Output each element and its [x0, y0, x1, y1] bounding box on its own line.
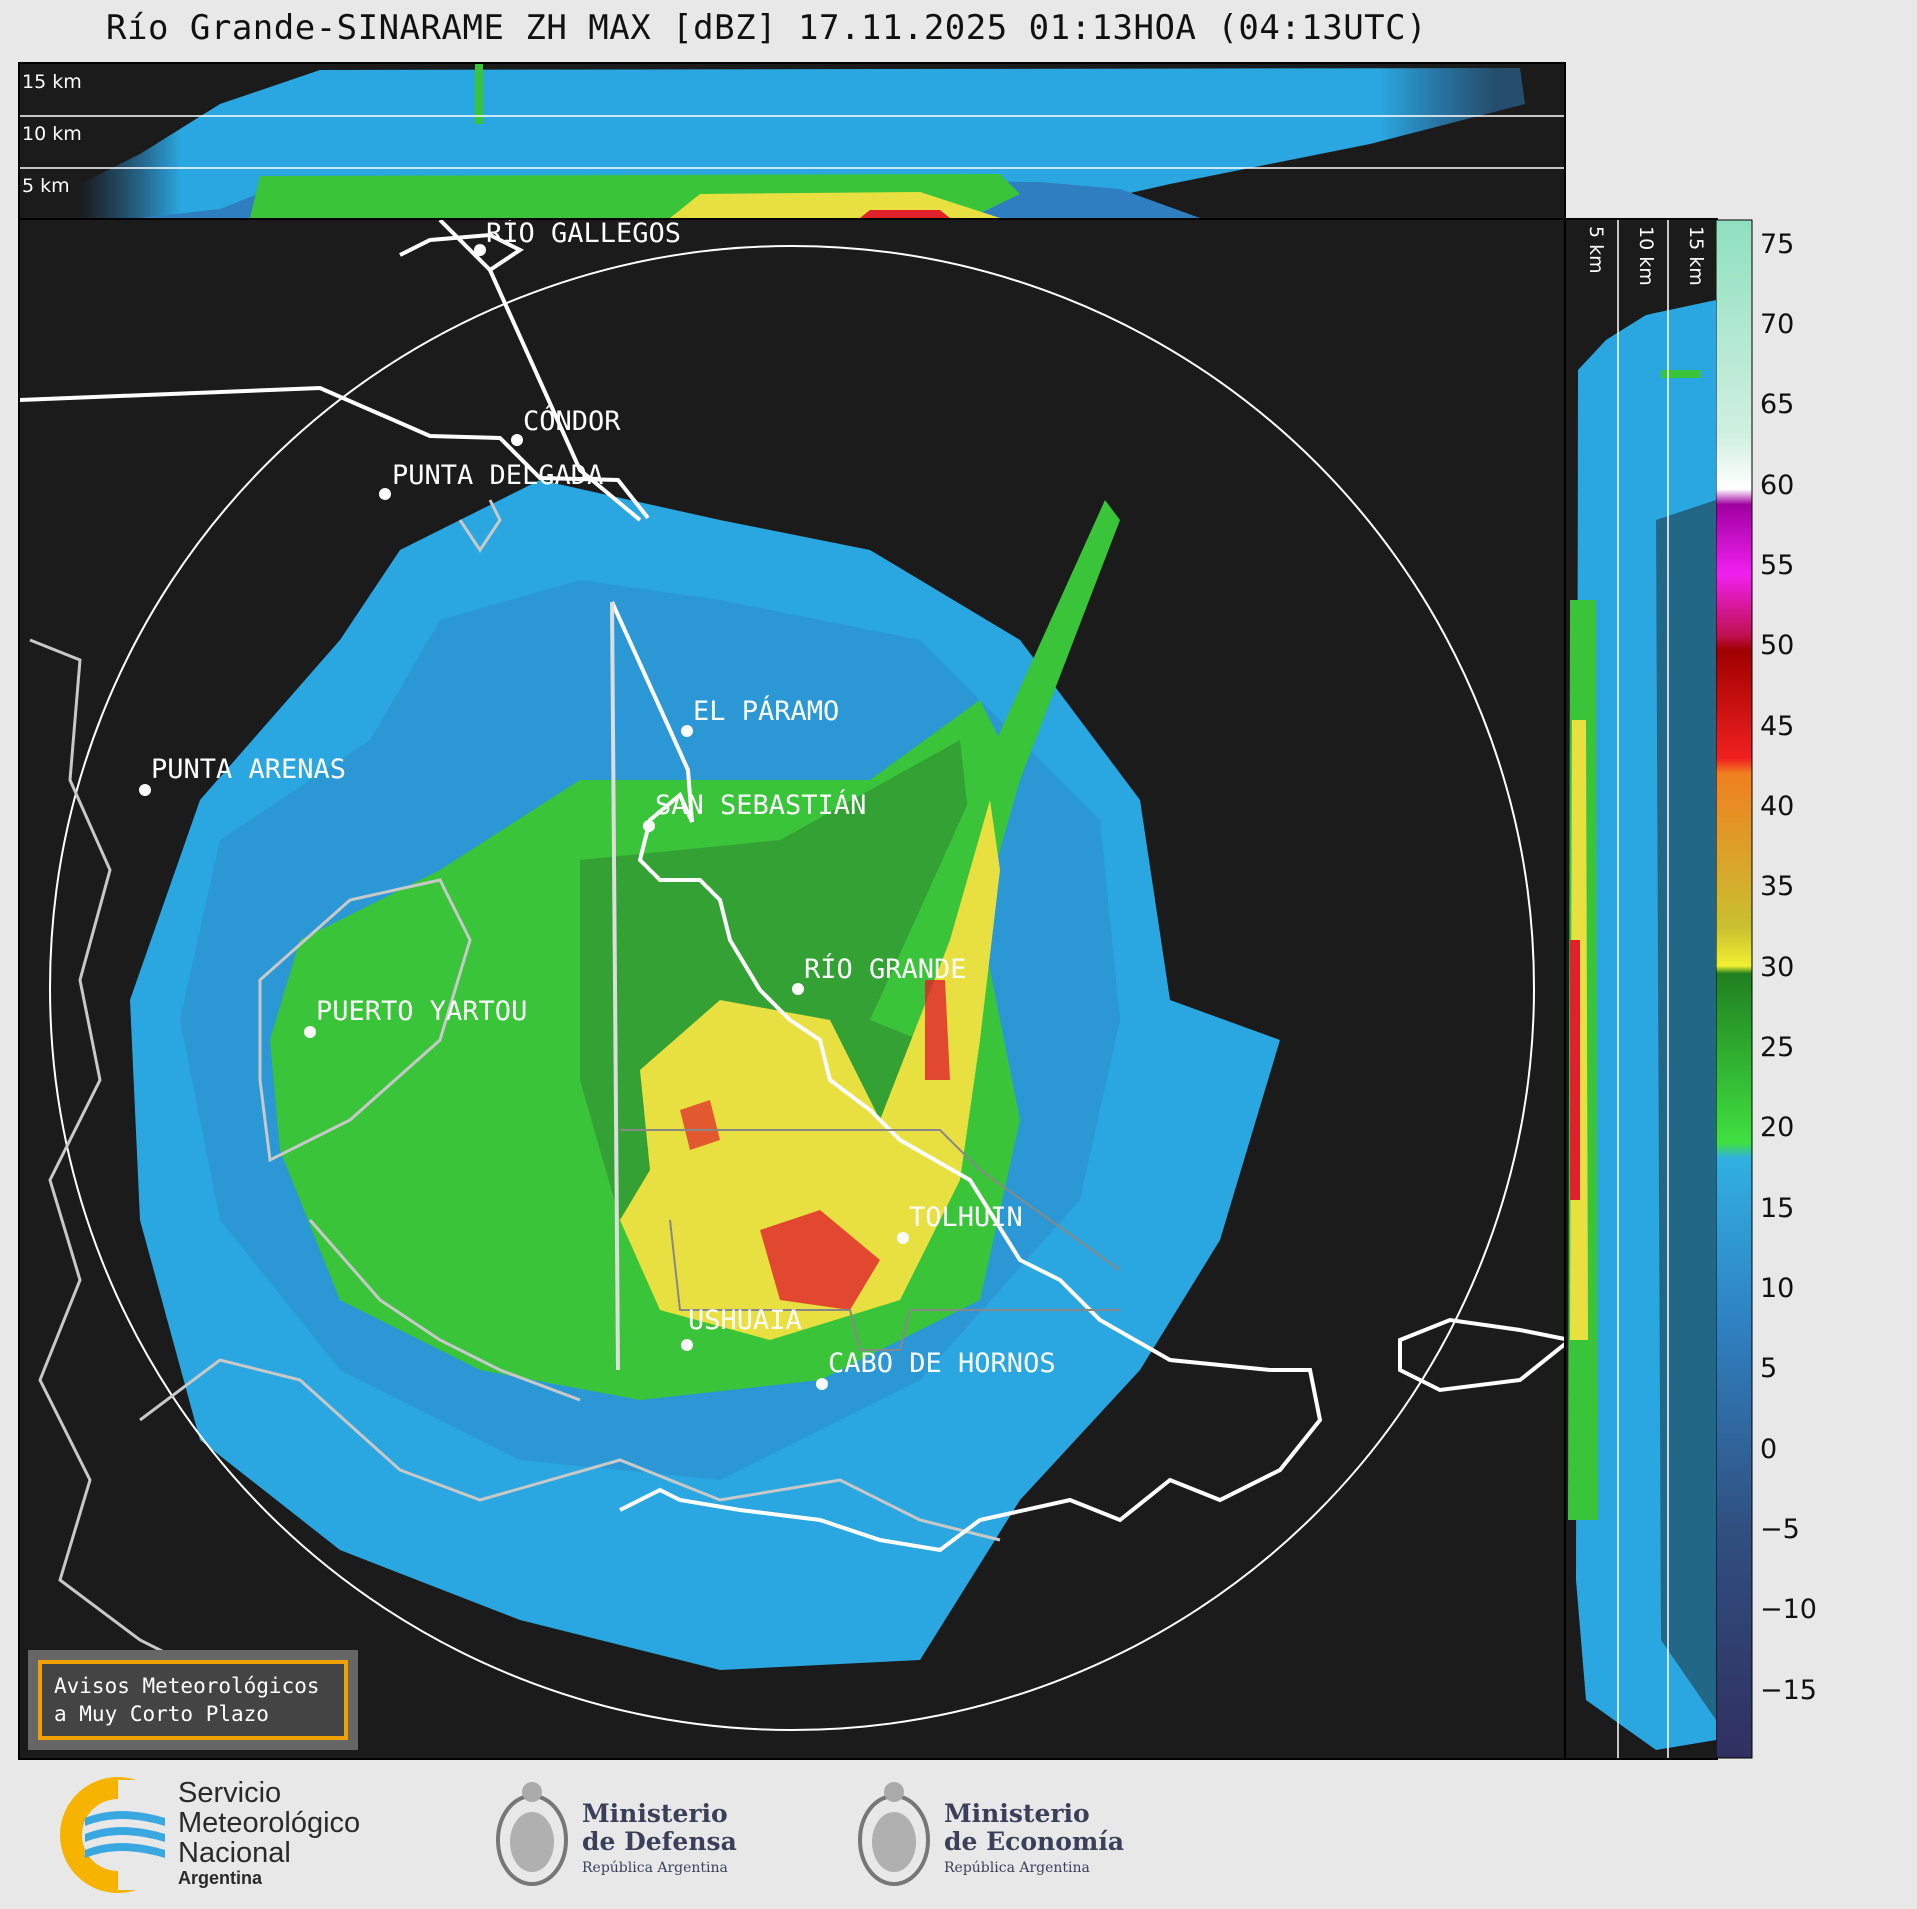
footer-logos: Servicio Meteorológico Nacional Argentin…	[60, 1777, 1124, 1893]
cbar-tick-30: 30	[1760, 952, 1794, 983]
smn-line-1: Servicio	[178, 1777, 281, 1809]
place-rio-gallegos: RÍO GALLEGOS	[486, 220, 681, 249]
cbar-tick-20: 20	[1760, 1112, 1794, 1143]
side-cross-section-panel: 5 km 10 km 15 km	[1564, 218, 1718, 1760]
cbar-tick-60: 60	[1760, 470, 1794, 501]
cbar-tick-50: 50	[1760, 630, 1794, 661]
cbar-tick-55: 55	[1760, 550, 1794, 581]
cbar-tick-minus15: −15	[1760, 1675, 1817, 1706]
cbar-tick-minus10: −10	[1760, 1594, 1817, 1625]
cbar-tick-15: 15	[1760, 1193, 1794, 1224]
colorbar-gradient	[1716, 219, 1753, 1759]
smn-line-3: Nacional	[178, 1837, 291, 1869]
warning-box: Avisos Meteorológicos a Muy Corto Plazo	[28, 1650, 358, 1750]
defensa-line-2: de Defensa	[582, 1827, 737, 1856]
top-level-5km: 5 km	[22, 175, 70, 197]
top-cross-section-plot: 15 km 10 km 5 km	[20, 64, 1564, 218]
side-level-10km: 10 km	[1635, 226, 1657, 286]
place-punta-delgada: PUNTA DELGADA	[392, 460, 603, 491]
side-level-15km: 15 km	[1685, 226, 1707, 286]
defensa-line-1: Ministerio	[582, 1799, 728, 1828]
place-ushuaia: USHUAIA	[688, 1305, 802, 1336]
smn-line-2: Meteorológico	[178, 1807, 360, 1839]
place-rio-grande: RÍO GRANDE	[804, 953, 967, 985]
side-level-5km: 5 km	[1585, 226, 1607, 274]
side-cross-section-plot: 5 km 10 km 15 km	[1568, 220, 1716, 1758]
place-condor: CÓNDOR	[523, 405, 621, 437]
cbar-tick-65: 65	[1760, 389, 1794, 420]
cbar-tick-10: 10	[1760, 1273, 1794, 1304]
place-punta-arenas: PUNTA ARENAS	[151, 754, 346, 785]
radar-map: RÍO GALLEGOS CÓNDOR PUNTA DELGADA EL PÁR…	[20, 220, 1564, 1750]
top-level-15km: 15 km	[22, 71, 82, 93]
map-title: Río Grande-SINARAME ZH MAX [dBZ] 17.11.2…	[106, 8, 1428, 48]
smn-logo: Servicio Meteorológico Nacional Argentin…	[60, 1777, 360, 1893]
cbar-tick-40: 40	[1760, 791, 1794, 822]
radar-map-panel: RÍO GALLEGOS CÓNDOR PUNTA DELGADA EL PÁR…	[18, 218, 1566, 1760]
economia-line-1: Ministerio	[944, 1799, 1090, 1828]
smn-line-4: Argentina	[178, 1868, 263, 1888]
cbar-tick-35: 35	[1760, 871, 1794, 902]
place-san-sebastian: SAN SEBASTIÁN	[655, 789, 866, 821]
top-level-10km: 10 km	[22, 123, 82, 145]
ministerio-defensa-logo: Ministerio de Defensa República Argentin…	[496, 1782, 737, 1886]
ministerio-economia-logo: Ministerio de Economía República Argenti…	[858, 1782, 1124, 1886]
colorbar: 75 70 65 60 55 50 45 40 35 30 25 20 15 1…	[1716, 219, 1817, 1759]
defensa-line-3: República Argentina	[582, 1860, 728, 1876]
place-puerto-yartou: PUERTO YARTOU	[316, 996, 527, 1027]
warning-box-border	[38, 1660, 348, 1740]
cbar-tick-75: 75	[1760, 229, 1794, 260]
cbar-tick-25: 25	[1760, 1032, 1794, 1063]
economia-line-3: República Argentina	[944, 1860, 1090, 1876]
place-tolhuin: TOLHUIN	[909, 1202, 1023, 1233]
cbar-tick-70: 70	[1760, 309, 1794, 340]
cbar-tick-45: 45	[1760, 711, 1794, 742]
top-cross-section-panel: 15 km 10 km 5 km	[18, 62, 1566, 220]
economia-line-2: de Economía	[944, 1827, 1124, 1856]
warning-line-2: a Muy Corto Plazo	[54, 1702, 269, 1726]
place-cabo-de-hornos: CABO DE HORNOS	[828, 1348, 1056, 1379]
cbar-tick-0: 0	[1760, 1434, 1777, 1465]
warning-line-1: Avisos Meteorológicos	[54, 1674, 320, 1698]
cbar-tick-5: 5	[1760, 1353, 1777, 1384]
place-el-paramo: EL PÁRAMO	[693, 695, 839, 727]
cbar-tick-minus5: −5	[1760, 1514, 1800, 1545]
